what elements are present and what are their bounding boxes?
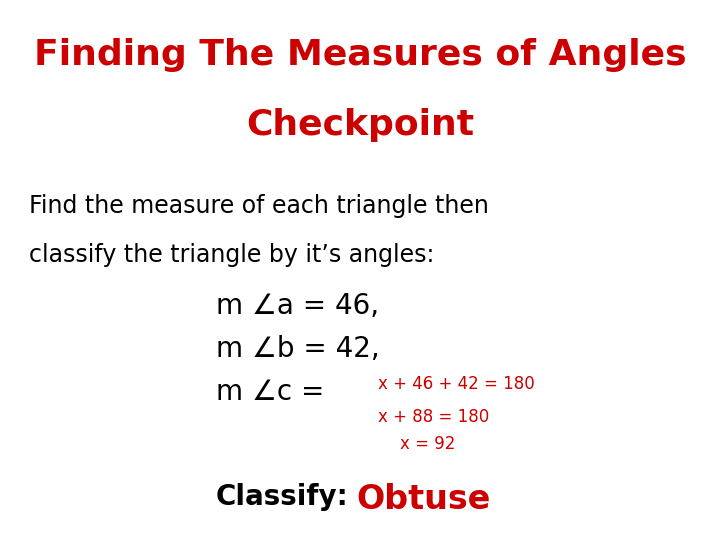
Text: m ∠c =: m ∠c = <box>216 378 333 406</box>
Text: Checkpoint: Checkpoint <box>246 108 474 142</box>
Text: Obtuse: Obtuse <box>356 483 491 516</box>
Text: x + 88 = 180: x + 88 = 180 <box>378 408 490 426</box>
Text: x = 92: x = 92 <box>400 435 455 453</box>
Text: x + 46 + 42 = 180: x + 46 + 42 = 180 <box>378 375 535 393</box>
Text: Classify:: Classify: <box>216 483 348 511</box>
Text: m ∠a = 46,: m ∠a = 46, <box>216 292 379 320</box>
Text: Find the measure of each triangle then: Find the measure of each triangle then <box>29 194 489 218</box>
Text: classify the triangle by it’s angles:: classify the triangle by it’s angles: <box>29 243 434 267</box>
Text: Finding The Measures of Angles: Finding The Measures of Angles <box>34 38 686 72</box>
Text: m ∠b = 42,: m ∠b = 42, <box>216 335 379 363</box>
